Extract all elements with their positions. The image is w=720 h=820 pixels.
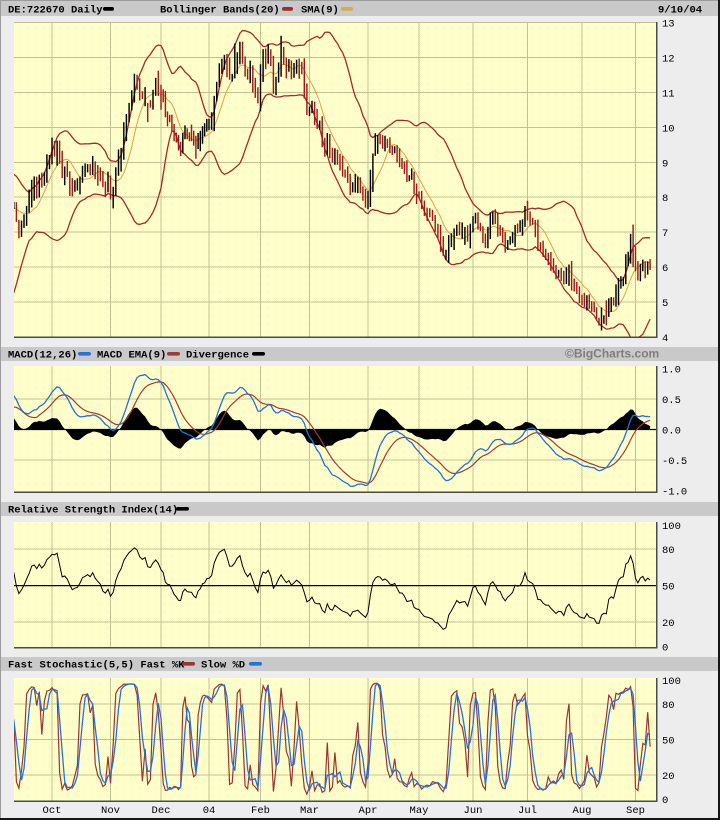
svg-text:100: 100 — [662, 521, 681, 533]
svg-text:Fast Stochastic(5,5) Fast %K: Fast Stochastic(5,5) Fast %K — [8, 660, 185, 672]
svg-text:8: 8 — [662, 193, 668, 205]
svg-text:20: 20 — [662, 618, 675, 630]
svg-text:Nov: Nov — [101, 805, 120, 817]
svg-text:Sep: Sep — [626, 805, 645, 817]
svg-text:10: 10 — [662, 123, 675, 135]
svg-text:13: 13 — [662, 19, 675, 31]
svg-text:-0.5: -0.5 — [662, 456, 687, 468]
svg-text:50: 50 — [662, 736, 675, 748]
svg-text:100: 100 — [662, 676, 681, 688]
svg-text:50: 50 — [662, 582, 675, 594]
svg-text:04: 04 — [203, 805, 216, 817]
svg-text:80: 80 — [662, 700, 675, 712]
svg-text:0.0: 0.0 — [662, 426, 681, 438]
svg-text:Dec: Dec — [152, 805, 171, 817]
svg-text:Mar: Mar — [300, 805, 319, 817]
svg-text:May: May — [410, 805, 429, 817]
svg-text:Bollinger Bands(20): Bollinger Bands(20) — [160, 5, 280, 17]
svg-text:SMA(9): SMA(9) — [301, 5, 339, 17]
svg-text:5: 5 — [662, 298, 668, 310]
svg-text:20: 20 — [662, 771, 675, 783]
svg-text:6: 6 — [662, 263, 668, 275]
svg-text:12: 12 — [662, 53, 675, 65]
svg-text:9/10/04: 9/10/04 — [658, 5, 702, 17]
svg-text:MACD(12,26): MACD(12,26) — [8, 350, 77, 362]
svg-text:©BigCharts.com: ©BigCharts.com — [565, 347, 659, 361]
svg-text:11: 11 — [662, 88, 675, 100]
svg-text:4: 4 — [662, 333, 668, 345]
svg-text:Relative Strength Index(14): Relative Strength Index(14) — [8, 505, 178, 517]
svg-text:Feb: Feb — [251, 805, 270, 817]
svg-text:1.0: 1.0 — [662, 365, 681, 377]
svg-text:Jul: Jul — [518, 805, 537, 817]
svg-text:7: 7 — [662, 228, 668, 240]
svg-text:Oct: Oct — [43, 805, 62, 817]
svg-text:80: 80 — [662, 545, 675, 557]
svg-text:Aug: Aug — [573, 805, 592, 817]
svg-text:DE:722670 Daily: DE:722670 Daily — [8, 5, 103, 17]
svg-text:0: 0 — [662, 642, 668, 654]
svg-text:0.5: 0.5 — [662, 395, 681, 407]
svg-text:-1.0: -1.0 — [662, 487, 687, 499]
svg-text:Divergence: Divergence — [186, 350, 249, 362]
svg-text:Apr: Apr — [359, 805, 378, 817]
svg-text:0: 0 — [662, 795, 668, 807]
svg-text:MACD EMA(9): MACD EMA(9) — [97, 350, 166, 362]
svg-text:Slow %D: Slow %D — [201, 660, 245, 672]
svg-text:Jun: Jun — [464, 805, 483, 817]
svg-text:9: 9 — [662, 158, 668, 170]
